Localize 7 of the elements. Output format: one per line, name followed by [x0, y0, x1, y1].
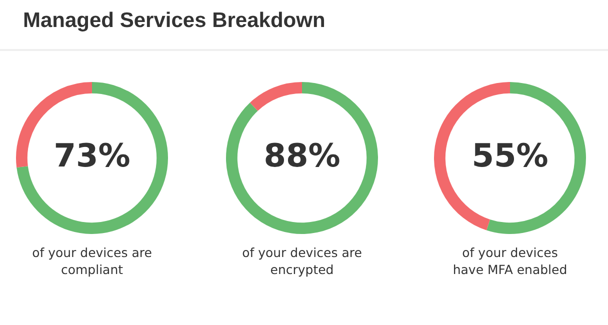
text: of your devices are encrypted — [241, 244, 363, 278]
data-label: 73% — [54, 136, 130, 174]
data-label: 88% — [264, 136, 340, 174]
text: of your devices are compliant — [31, 244, 153, 278]
chart-title: Managed Services Breakdown — [23, 9, 326, 33]
data-label: 55% — [472, 136, 548, 174]
text: of your devices have MFA enabled — [452, 244, 568, 278]
